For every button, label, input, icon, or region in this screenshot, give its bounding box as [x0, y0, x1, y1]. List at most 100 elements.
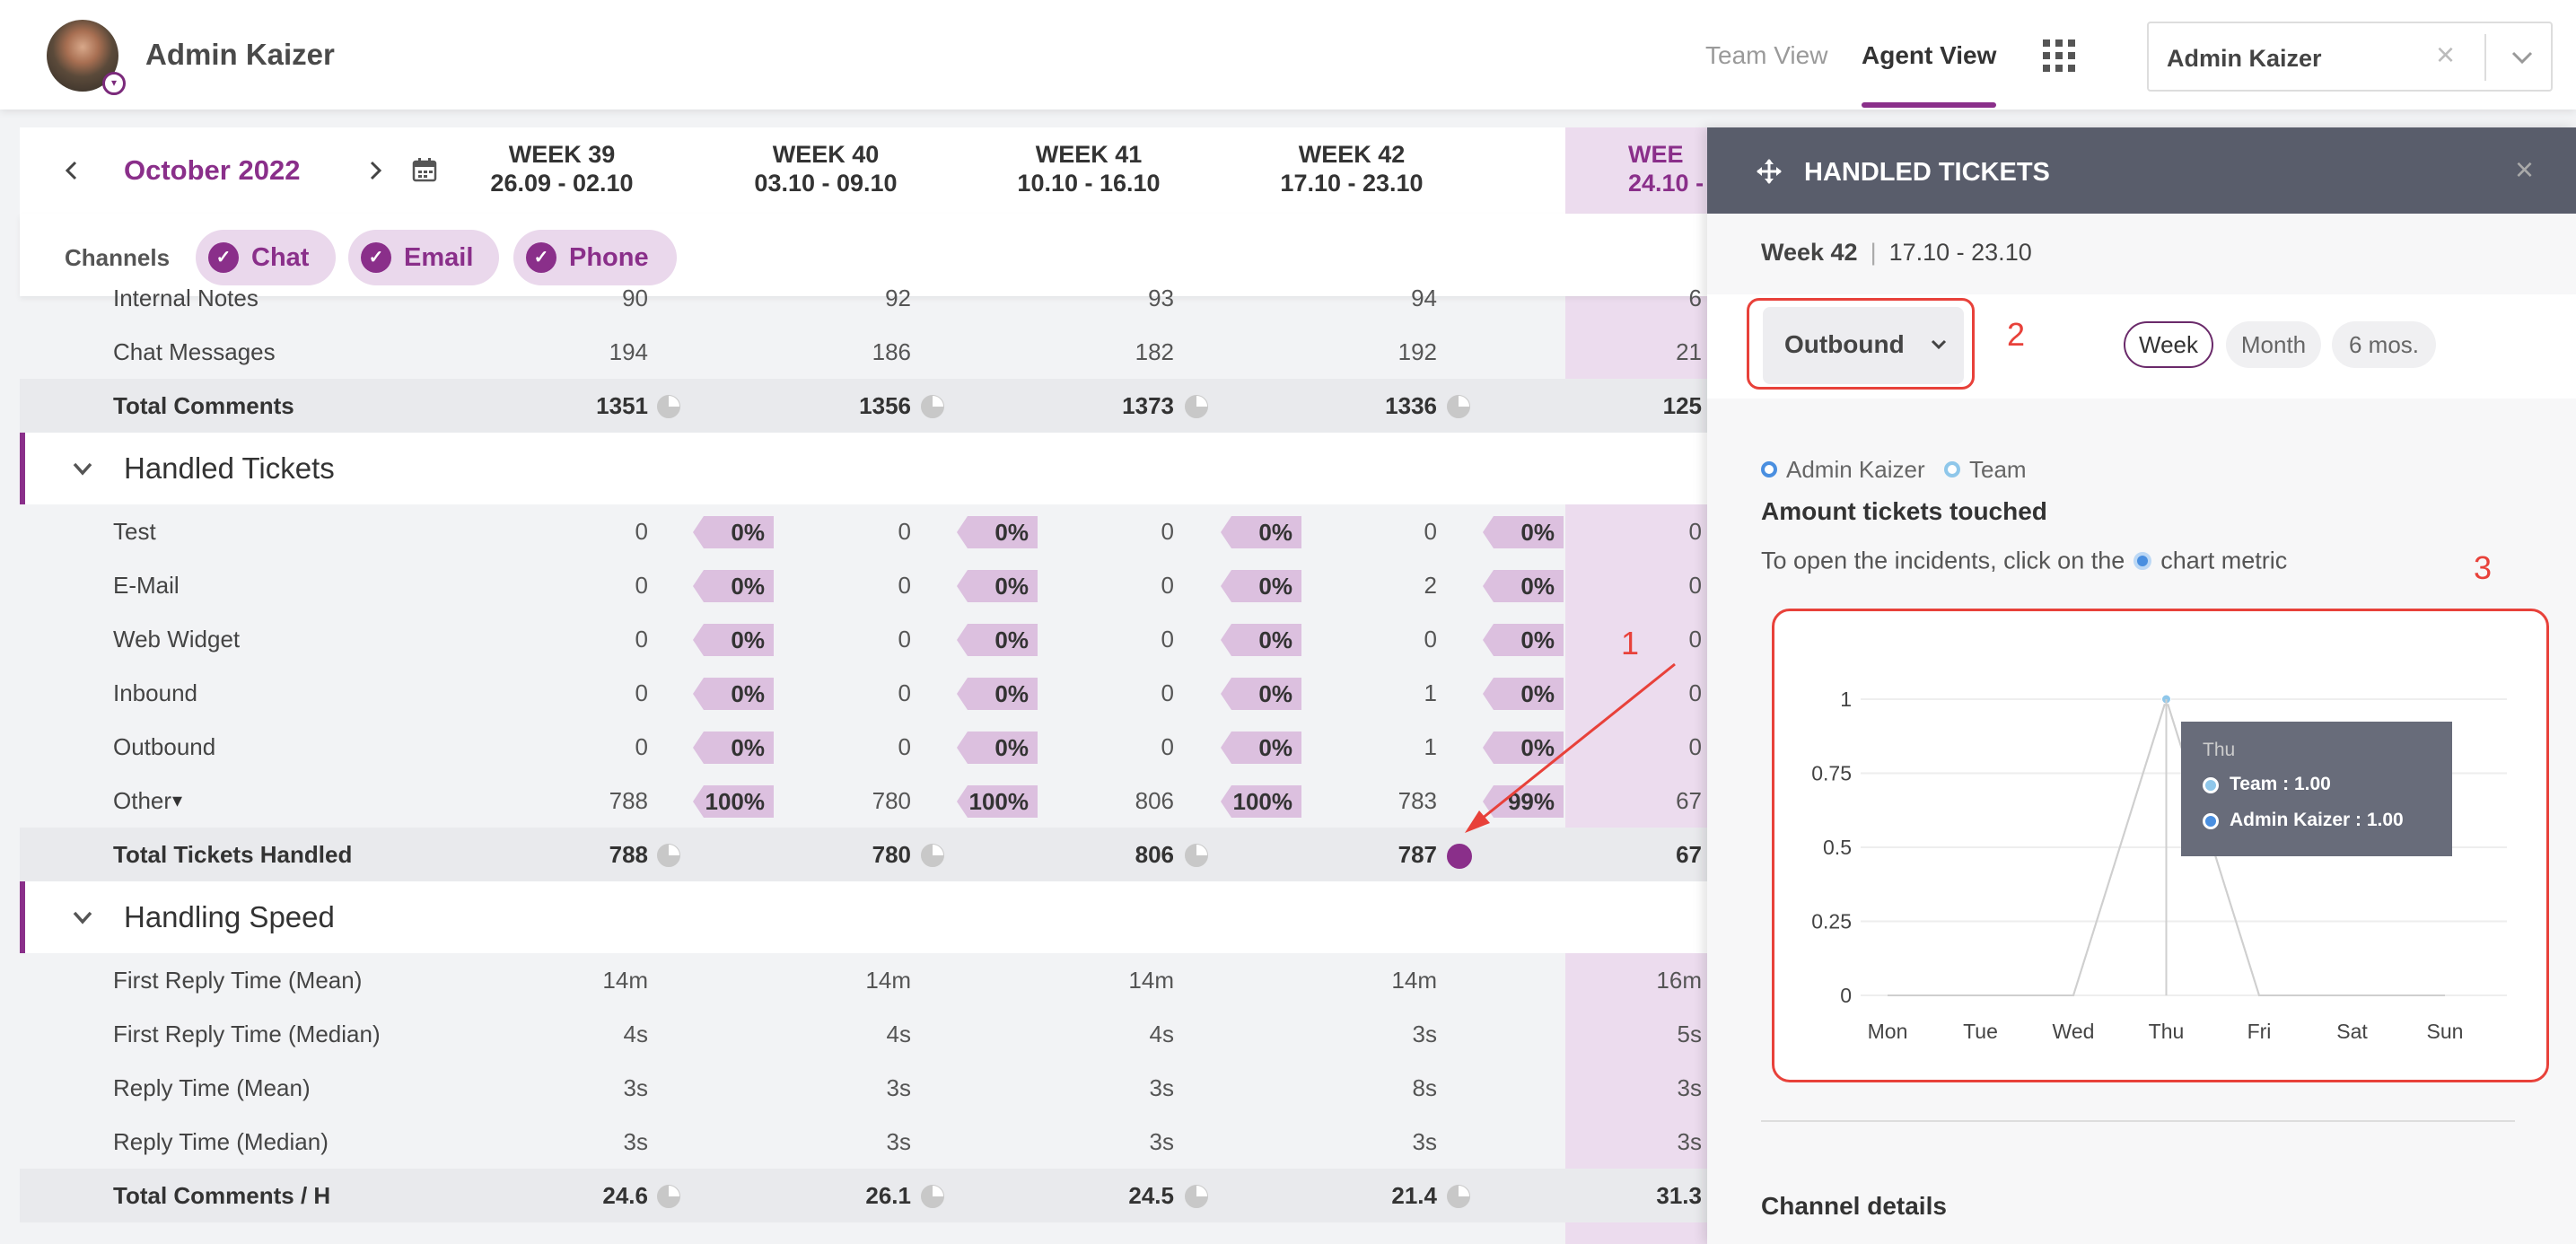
tooltip-team-text: Team : 1.00 — [2230, 774, 2331, 794]
legend-admin[interactable]: Admin Kaizer — [1761, 456, 1925, 484]
range-6mos-button[interactable]: 6 mos. — [2332, 321, 2436, 368]
cell-value: 192 — [1398, 338, 1437, 365]
apps-grid-icon[interactable] — [2043, 39, 2075, 72]
table-row: First Reply Time (Mean) 14m 14m 14m 14m 16m — [20, 953, 1707, 1007]
total-row: Total Comments / H 24.6 26.1 24.5 21.4 31.3 — [20, 1169, 1707, 1222]
percentage-badge: 100% — [693, 785, 774, 818]
row-label: Reply Time (Median) — [113, 1128, 329, 1155]
cell-value: 14m — [602, 967, 648, 994]
channel-chip-phone[interactable]: ✓ Phone — [513, 230, 677, 285]
pie-icon[interactable] — [657, 844, 680, 867]
week-label: WEE — [1628, 141, 1684, 168]
cell-value: 0 — [635, 572, 648, 599]
table-row: Web Widget 0 0 0 0 0 0% 0% 0% 0% — [20, 612, 1707, 666]
pie-icon[interactable] — [657, 395, 680, 418]
cell-value: 0 — [898, 733, 911, 760]
chevron-down-icon[interactable] — [2504, 39, 2540, 75]
cell-value: 92 — [885, 285, 911, 311]
section-handled-tickets[interactable]: Handled Tickets — [20, 433, 1707, 504]
table-row: Reply Time (Mean) 3s 3s 3s 8s 3s — [20, 1061, 1707, 1115]
close-icon[interactable]: × — [2515, 151, 2535, 188]
cell-value: 0 — [1688, 733, 1702, 760]
channel-chip-label: Phone — [569, 243, 649, 272]
agent-select-value: Admin Kaizer — [2167, 45, 2322, 72]
total-row: Total Tickets Handled 788 780 806 787 67 — [20, 828, 1707, 881]
pie-icon[interactable] — [1447, 844, 1472, 869]
pie-icon[interactable] — [1447, 1185, 1470, 1208]
chevron-down-icon[interactable]: ▾ — [172, 789, 183, 811]
metric-select[interactable]: Outbound — [1763, 307, 1964, 384]
cell-value: 3s — [886, 1074, 911, 1101]
pie-icon[interactable] — [921, 1185, 944, 1208]
y-tick-label: 0 — [1840, 984, 1852, 1007]
pie-icon[interactable] — [1185, 1185, 1208, 1208]
percentage-badge: 0% — [957, 570, 1038, 602]
tab-agent-view[interactable]: Agent View — [1862, 41, 1997, 69]
cell-value: 24.5 — [1128, 1182, 1174, 1209]
cell-value: 182 — [1135, 338, 1174, 365]
percentage-badge: 0% — [957, 678, 1038, 710]
range-week-button[interactable]: Week — [2124, 321, 2213, 368]
divider — [2484, 34, 2486, 81]
week-label: WEEK 41 — [1035, 141, 1143, 168]
cell-value: 3s — [1149, 1074, 1174, 1101]
cell-value: 806 — [1135, 787, 1174, 814]
close-icon[interactable]: × — [2436, 36, 2456, 73]
cell-value: 0 — [898, 679, 911, 706]
tab-team-view[interactable]: Team View — [1705, 41, 1828, 69]
chevron-right-icon[interactable] — [364, 160, 386, 181]
percentage-badge: 0% — [693, 516, 774, 548]
section-title: Handling Speed — [124, 900, 335, 933]
week-header-40[interactable]: WEEK 40 03.10 - 09.10 — [736, 140, 916, 197]
cell-value: 0 — [1161, 572, 1174, 599]
percentage-badge: 0% — [957, 732, 1038, 764]
percentage-badge: 0% — [1483, 678, 1564, 710]
channel-chip-email[interactable]: ✓ Email — [348, 230, 499, 285]
move-icon[interactable] — [1756, 158, 1783, 185]
agent-select[interactable]: Admin Kaizer × — [2147, 22, 2553, 92]
pie-icon[interactable] — [1447, 395, 1470, 418]
pie-icon[interactable] — [1185, 844, 1208, 867]
pie-icon[interactable] — [921, 844, 944, 867]
row-label: Total Comments / H — [113, 1182, 331, 1209]
percentage-badge: 0% — [1483, 732, 1564, 764]
cell-value: 780 — [872, 787, 911, 814]
cell-value: 0 — [1161, 679, 1174, 706]
week-header-39[interactable]: WEEK 39 26.09 - 02.10 — [472, 140, 652, 197]
section-handling-speed[interactable]: Handling Speed — [20, 881, 1707, 953]
y-tick-label: 0.25 — [1811, 910, 1852, 933]
cell-value: 2 — [1424, 572, 1437, 599]
week-header-42[interactable]: WEEK 42 17.10 - 23.10 — [1262, 140, 1441, 197]
check-icon: ✓ — [208, 242, 239, 273]
week-header-41[interactable]: WEEK 41 10.10 - 16.10 — [999, 140, 1178, 197]
pie-icon[interactable] — [657, 1185, 680, 1208]
calendar-icon[interactable] — [411, 156, 438, 183]
avatar-menu-icon[interactable]: ▾ — [102, 72, 126, 95]
panel-header: HANDLED TICKETS × — [1707, 127, 2576, 214]
week-label: WEEK 39 — [508, 141, 616, 168]
cell-value: 3s — [623, 1128, 648, 1155]
pie-icon[interactable] — [921, 395, 944, 418]
cell-value: 0 — [898, 626, 911, 653]
check-icon: ✓ — [526, 242, 556, 273]
percentage-badge: 0% — [1221, 570, 1301, 602]
tooltip-admin-dot — [2203, 813, 2219, 829]
cell-value: 783 — [1398, 787, 1437, 814]
pie-icon[interactable] — [1185, 395, 1208, 418]
percentage-badge: 0% — [1483, 570, 1564, 602]
percentage-badge: 0% — [957, 624, 1038, 656]
week-header-43[interactable]: WEE 24.10 - — [1565, 140, 1709, 197]
legend-team[interactable]: Team — [1944, 456, 2027, 484]
percentage-badge: 100% — [1221, 785, 1301, 818]
range-month-button[interactable]: Month — [2226, 321, 2321, 368]
channel-chip-chat[interactable]: ✓ Chat — [196, 230, 336, 285]
calendar-header — [20, 127, 1707, 214]
cell-value: 0 — [635, 626, 648, 653]
tooltip-team: Team : 1.00 — [2203, 774, 2331, 795]
chevron-down-icon[interactable] — [70, 456, 95, 481]
check-icon: ✓ — [361, 242, 391, 273]
row-label: Reply Time (Mean) — [113, 1074, 311, 1101]
chevron-left-icon[interactable] — [61, 160, 83, 181]
chevron-down-icon[interactable] — [70, 905, 95, 930]
table-row: Outbound 0 0 0 1 0 0% 0% 0% 0% — [20, 720, 1707, 774]
